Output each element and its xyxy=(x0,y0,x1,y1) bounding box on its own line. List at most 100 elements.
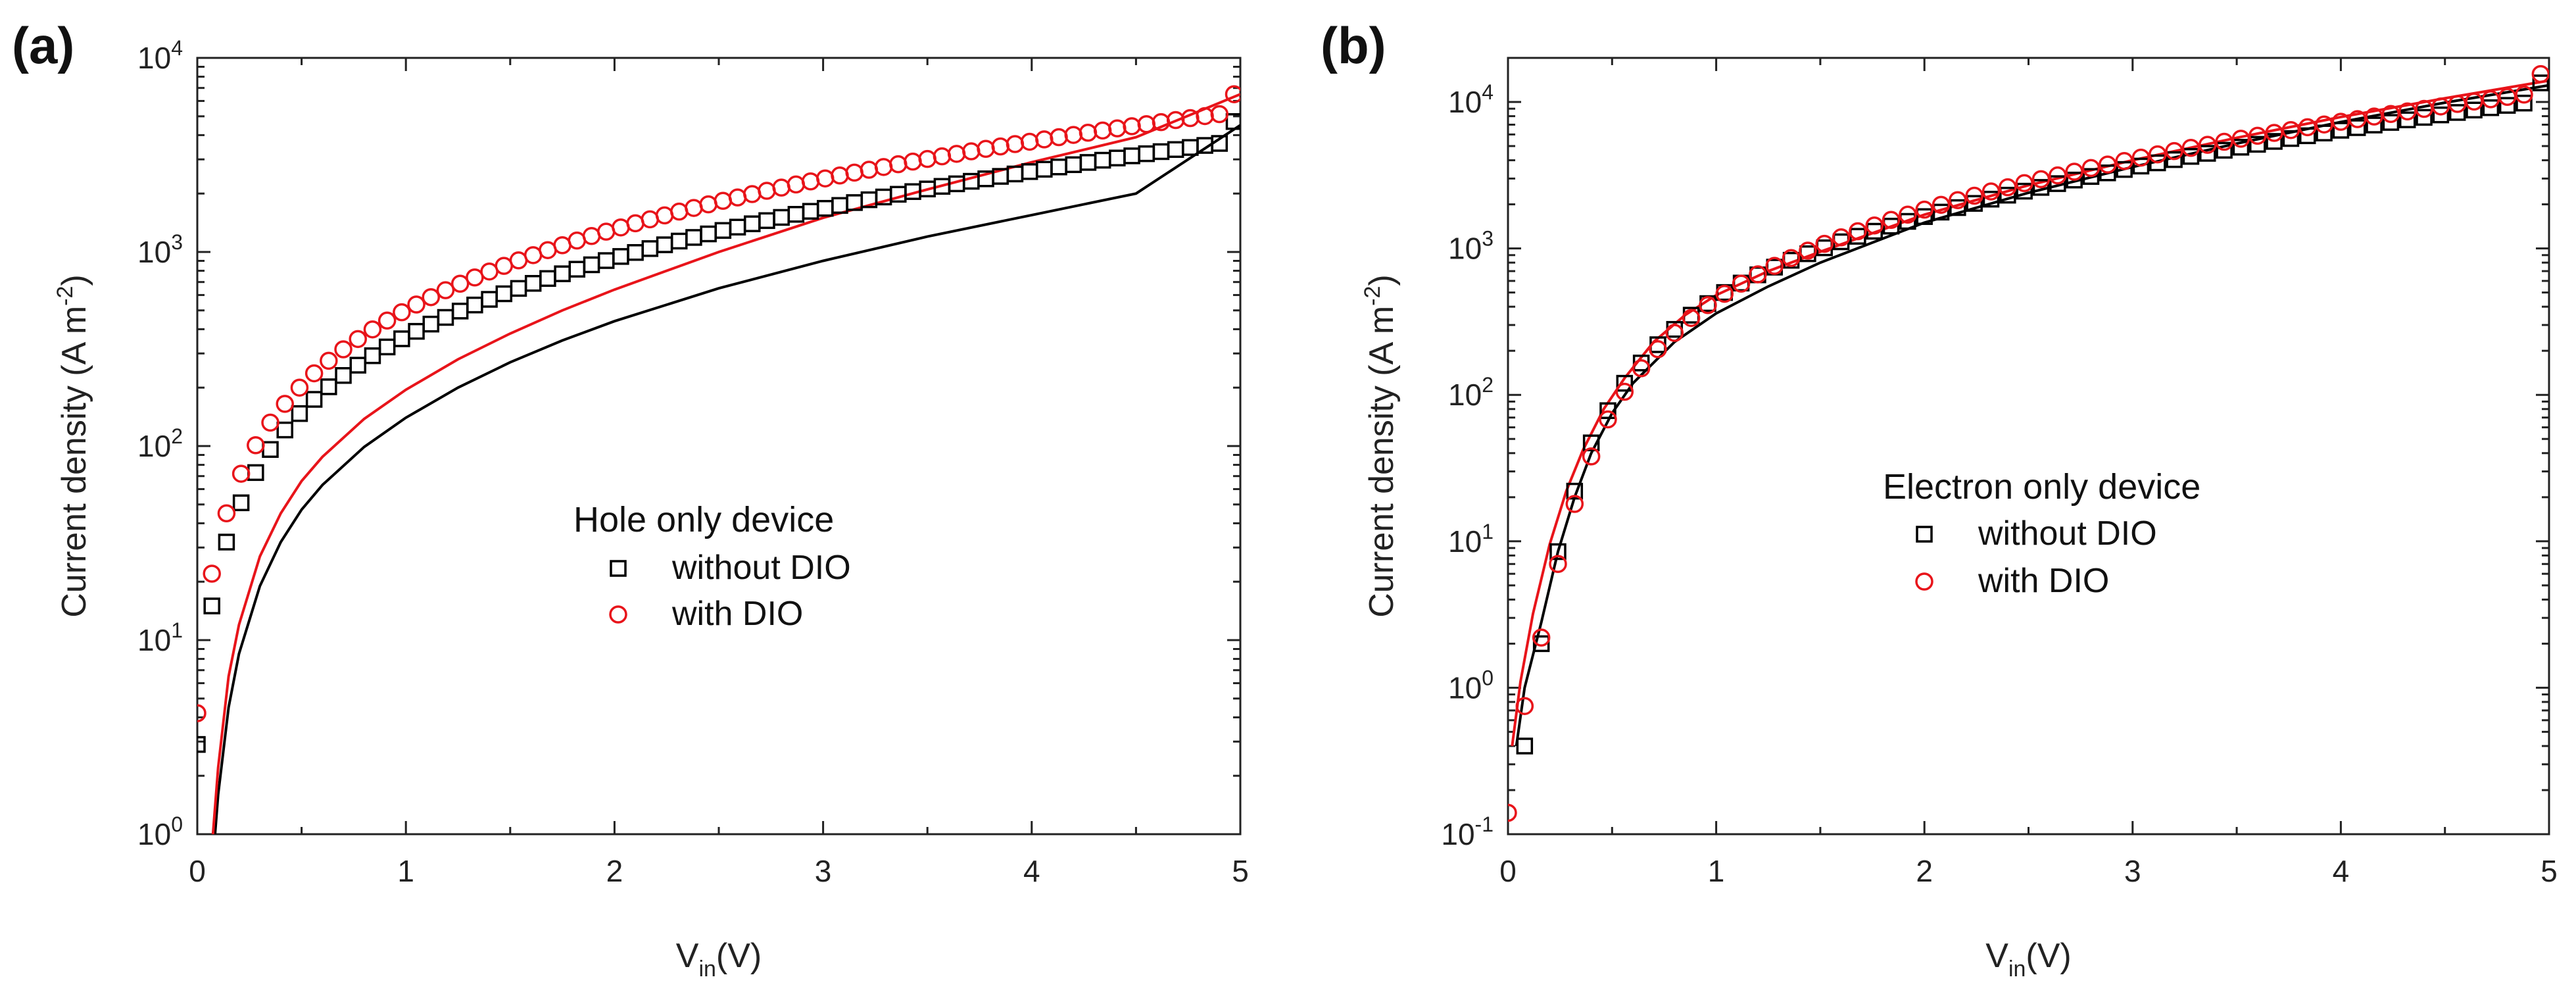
data-point-with-dio xyxy=(393,303,411,322)
data-point-with-dio xyxy=(1682,309,1701,328)
legend-marker-square xyxy=(1916,526,1933,543)
y-tick-label: 101 xyxy=(137,618,183,657)
data-point-with-dio xyxy=(2015,174,2033,193)
plot-area xyxy=(197,85,1240,834)
data-point-with-dio xyxy=(626,214,644,233)
data-point-with-dio xyxy=(1999,178,2017,197)
data-point-without-dio xyxy=(2216,141,2233,159)
y-tick-label: 10-1 xyxy=(1441,812,1494,851)
data-point-with-dio xyxy=(523,246,543,264)
data-point-with-dio xyxy=(2531,64,2549,84)
data-point-with-dio xyxy=(2215,132,2233,151)
data-point-with-dio xyxy=(480,262,498,281)
data-point-without-dio xyxy=(1916,208,1933,225)
data-point-without-dio xyxy=(510,280,527,297)
data-point-with-dio xyxy=(685,199,703,217)
data-point-without-dio xyxy=(1036,161,1053,178)
data-point-with-dio xyxy=(1932,195,1951,214)
data-point-with-dio xyxy=(2031,170,2051,189)
data-point-with-dio xyxy=(1006,135,1025,153)
data-point-without-dio xyxy=(2066,171,2083,189)
x-tick-label: 0 xyxy=(1499,854,1517,888)
data-point-without-dio xyxy=(2249,136,2266,153)
data-point-without-dio xyxy=(2132,157,2150,175)
data-point-with-dio xyxy=(655,206,674,225)
data-point-without-dio xyxy=(2182,147,2200,165)
data-point-with-dio xyxy=(320,351,338,370)
data-point-with-dio xyxy=(436,281,455,299)
data-point-with-dio xyxy=(758,182,776,200)
data-point-with-dio xyxy=(1196,107,1214,126)
data-point-with-dio xyxy=(1079,123,1098,142)
data-point-without-dio xyxy=(2332,122,2350,139)
data-point-with-dio xyxy=(772,178,790,197)
chart-panel-b: 0 1 2 3 4 5 10-1 100 101 102 103 104 Vin(V) Current d… xyxy=(1288,0,2576,998)
fit-line-without-dio-fit xyxy=(1515,84,2549,747)
data-point-without-dio xyxy=(2448,104,2466,121)
y-tick-exponent: 0 xyxy=(171,812,183,836)
data-point-with-dio xyxy=(1582,447,1601,466)
data-point-with-dio xyxy=(2231,130,2250,148)
data-point-without-dio xyxy=(335,366,352,384)
data-point-with-dio xyxy=(363,320,382,339)
data-point-without-dio xyxy=(1882,217,1900,235)
data-point-without-dio xyxy=(670,232,688,250)
data-point-with-dio xyxy=(845,163,863,182)
data-point-without-dio xyxy=(1109,149,1126,166)
data-point-without-dio xyxy=(554,265,571,282)
chart-panel-a: 0 1 2 3 4 5 100 101 102 103 104 Vin(V) Current densi… xyxy=(12,16,1249,982)
y-tick-label: 104 xyxy=(137,36,183,75)
data-point-with-dio xyxy=(874,158,893,176)
x-axis-title-subscript: in xyxy=(2008,957,2026,982)
data-point-with-dio xyxy=(816,169,835,187)
data-point-without-dio xyxy=(1182,139,1199,156)
data-point-without-dio xyxy=(1866,222,1883,240)
fit-line-with-dio-fit xyxy=(211,93,1240,834)
legend-marker-square xyxy=(610,560,627,577)
data-point-without-dio xyxy=(422,315,440,333)
legend-entry-label: without DIO xyxy=(1978,514,2157,553)
data-point-with-dio xyxy=(1020,132,1039,151)
data-point-without-dio xyxy=(2466,101,2483,119)
data-point-without-dio xyxy=(1225,112,1240,130)
data-point-with-dio xyxy=(2448,95,2467,113)
data-point-without-dio xyxy=(1516,737,1534,755)
data-point-with-dio xyxy=(1137,114,1156,134)
data-point-without-dio xyxy=(2398,111,2416,128)
data-point-without-dio xyxy=(2166,151,2183,168)
data-point-with-dio xyxy=(247,436,265,455)
data-point-without-dio xyxy=(1167,141,1184,159)
y-tick-label: 102 xyxy=(1448,373,1494,412)
data-point-without-dio xyxy=(2515,94,2533,112)
data-point-without-dio xyxy=(276,421,293,439)
data-point-with-dio xyxy=(1565,495,1584,513)
data-point-with-dio xyxy=(261,413,279,432)
data-point-without-dio xyxy=(2082,168,2100,185)
x-axis-title-suffix: (V) xyxy=(2026,937,2071,975)
data-point-with-dio xyxy=(612,218,630,237)
data-point-with-dio xyxy=(1965,186,1983,205)
data-point-with-dio xyxy=(568,231,587,250)
data-point-with-dio xyxy=(1123,117,1141,136)
data-point-without-dio xyxy=(1582,434,1600,451)
data-point-without-dio xyxy=(641,240,659,257)
y-tick-label: 103 xyxy=(137,230,183,269)
data-point-without-dio xyxy=(1549,543,1567,561)
y-axis-title: Current density (A m-2) xyxy=(53,274,93,618)
data-point-with-dio xyxy=(1949,191,1967,210)
y-axis-title-superscript: -2 xyxy=(53,286,78,306)
data-point-without-dio xyxy=(466,296,483,314)
data-point-with-dio xyxy=(918,149,936,168)
data-point-with-dio xyxy=(334,340,352,359)
data-point-without-dio xyxy=(2149,154,2166,172)
data-point-with-dio xyxy=(2281,120,2300,139)
y-tick-exponent: 0 xyxy=(1482,666,1494,689)
data-point-with-dio xyxy=(1508,803,1517,822)
data-point-without-dio xyxy=(583,256,600,274)
data-point-without-dio xyxy=(481,291,498,308)
x-tick-label: 0 xyxy=(189,854,206,888)
data-point-with-dio xyxy=(466,268,484,287)
y-tick-exponent: 1 xyxy=(1482,520,1494,543)
data-point-with-dio xyxy=(2515,86,2533,104)
data-point-with-dio xyxy=(2265,124,2283,142)
